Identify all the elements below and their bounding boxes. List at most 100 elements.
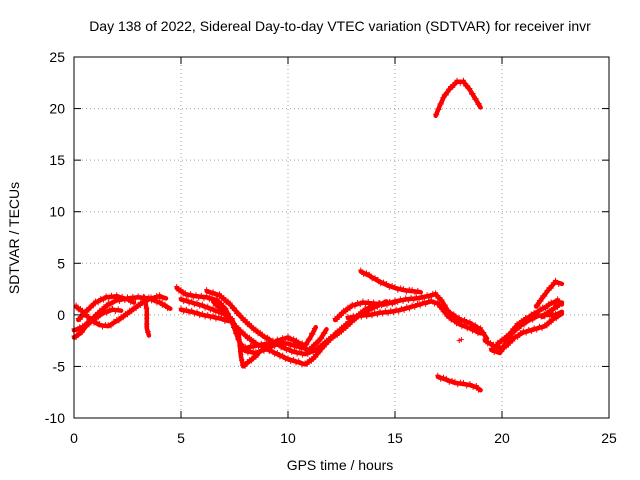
data-point-marker (521, 322, 527, 328)
data-point-marker (196, 295, 202, 301)
data-point-marker (288, 343, 294, 349)
data-point-marker (330, 336, 336, 342)
data-point-marker (413, 294, 419, 300)
data-point-marker (217, 291, 223, 297)
data-point-marker (433, 290, 439, 296)
data-point-marker (488, 340, 494, 346)
data-point-marker (201, 296, 207, 302)
data-point-marker (299, 352, 305, 358)
data-point-marker (202, 314, 208, 320)
data-point-marker (339, 312, 344, 318)
data-point-marker (103, 293, 109, 299)
data-point-marker (374, 312, 380, 318)
data-point-marker (253, 341, 259, 347)
data-point-marker (534, 311, 540, 317)
data-point-marker (381, 279, 387, 285)
data-point-marker (178, 287, 184, 293)
data-point-marker (436, 107, 442, 113)
data-point-marker (357, 302, 363, 308)
data-point-marker (108, 292, 114, 298)
data-point-marker (361, 311, 367, 317)
data-point-marker (207, 315, 213, 321)
data-point-marker (277, 338, 283, 344)
data-point-marker (539, 325, 545, 331)
data-point-marker (427, 294, 433, 300)
data-point-marker (313, 342, 319, 348)
data-point-marker (377, 308, 383, 314)
data-point-marker (535, 303, 541, 309)
y-tick-label: 25 (49, 49, 65, 65)
data-point-marker (401, 307, 407, 313)
data-point-marker (125, 295, 130, 301)
data-point-marker (343, 309, 349, 315)
data-point-marker (432, 301, 438, 307)
data-point-marker (408, 294, 414, 300)
data-point-marker (363, 301, 369, 307)
data-point-marker (353, 315, 359, 321)
series-arc-14 (345, 297, 483, 337)
data-point-marker (115, 306, 121, 312)
data-point-marker (467, 380, 473, 386)
data-point-marker (154, 300, 160, 306)
data-point-marker (103, 305, 109, 311)
data-point-marker (111, 318, 117, 324)
data-point-marker (544, 287, 550, 293)
data-point-marker (183, 296, 189, 302)
data-point-marker (450, 84, 456, 90)
data-point-marker (204, 287, 210, 293)
data-point-marker (491, 349, 497, 355)
data-point-marker (239, 357, 245, 363)
data-point-marker (249, 323, 255, 329)
data-point-marker (395, 299, 401, 305)
data-point-marker (209, 294, 215, 300)
data-point-marker (202, 305, 208, 311)
data-point-marker (423, 301, 429, 307)
data-point-marker (405, 298, 411, 304)
data-point-marker (159, 303, 165, 309)
data-point-marker (439, 297, 445, 303)
data-point-marker (355, 300, 361, 306)
data-point-marker (404, 304, 410, 310)
data-point-marker (502, 343, 508, 349)
data-point-marker (334, 316, 340, 322)
data-point-marker (80, 329, 86, 335)
data-point-marker (282, 337, 288, 343)
y-tick-label: 10 (49, 204, 65, 220)
series-arc-5 (142, 294, 152, 338)
data-point-marker (442, 308, 448, 314)
data-point-marker (221, 294, 227, 300)
data-point-marker (210, 297, 216, 303)
data-point-marker (309, 330, 315, 336)
data-point-marker (269, 347, 275, 353)
data-point-marker (396, 309, 402, 315)
data-point-marker (285, 333, 291, 339)
y-tick-label: 15 (49, 152, 65, 168)
data-point-marker (90, 318, 96, 324)
data-point-marker (322, 330, 328, 336)
data-point-marker (395, 287, 401, 293)
data-point-marker (467, 324, 473, 330)
data-point-marker (237, 343, 243, 349)
data-point-marker (411, 297, 417, 303)
data-point-marker (97, 321, 103, 327)
data-point-marker (553, 316, 559, 322)
data-point-marker (482, 336, 488, 342)
data-point-marker (194, 309, 200, 315)
data-point-marker (242, 343, 248, 349)
data-point-marker (142, 294, 148, 300)
data-point-marker (183, 306, 189, 312)
data-point-marker (133, 306, 139, 312)
data-point-marker (369, 276, 375, 282)
data-point-marker (194, 300, 200, 306)
data-point-marker (339, 329, 344, 335)
data-point-marker (122, 297, 128, 303)
data-point-marker (443, 92, 449, 98)
y-tick-label: -5 (53, 358, 66, 374)
data-point-marker (548, 299, 554, 305)
data-point-marker (189, 298, 195, 304)
data-point-marker (266, 349, 272, 355)
data-point-marker (520, 319, 526, 325)
data-point-marker (424, 292, 430, 298)
data-point-marker (372, 309, 378, 315)
data-point-marker (438, 376, 444, 382)
